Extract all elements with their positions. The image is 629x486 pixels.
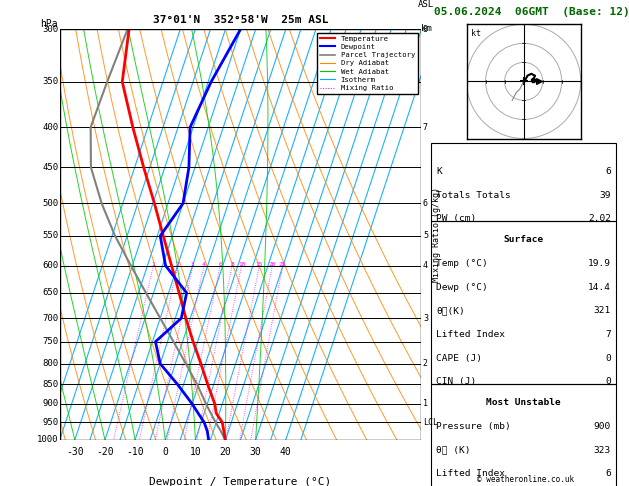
- Text: 1: 1: [152, 262, 155, 267]
- Text: 650: 650: [42, 288, 58, 297]
- Text: 4: 4: [423, 261, 428, 270]
- Text: 05.06.2024  06GMT  (Base: 12): 05.06.2024 06GMT (Base: 12): [433, 7, 629, 17]
- Text: -30: -30: [66, 447, 84, 457]
- Text: -10: -10: [126, 447, 144, 457]
- Text: 950: 950: [42, 418, 58, 427]
- Text: Mixing Ratio (g/kg): Mixing Ratio (g/kg): [432, 187, 441, 282]
- Text: 30: 30: [250, 447, 262, 457]
- Text: 450: 450: [42, 163, 58, 172]
- Text: Lifted Index: Lifted Index: [437, 330, 506, 339]
- Text: 7: 7: [605, 330, 611, 339]
- Legend: Temperature, Dewpoint, Parcel Trajectory, Dry Adiabat, Wet Adiabat, Isotherm, Mi: Temperature, Dewpoint, Parcel Trajectory…: [318, 33, 418, 94]
- Text: CAPE (J): CAPE (J): [437, 354, 482, 363]
- Text: 6: 6: [423, 199, 428, 208]
- Text: θᴄ (K): θᴄ (K): [437, 446, 471, 455]
- Text: 10: 10: [238, 262, 245, 267]
- Text: Dewpoint / Temperature (°C): Dewpoint / Temperature (°C): [150, 477, 331, 486]
- Text: 4: 4: [202, 262, 206, 267]
- Text: 6: 6: [605, 167, 611, 176]
- Text: 3: 3: [191, 262, 195, 267]
- Text: 6: 6: [605, 469, 611, 478]
- Text: hPa: hPa: [40, 19, 58, 29]
- Text: 6: 6: [218, 262, 222, 267]
- Text: 850: 850: [42, 380, 58, 389]
- Text: © weatheronline.co.uk: © weatheronline.co.uk: [477, 474, 574, 484]
- Text: 750: 750: [42, 337, 58, 346]
- Text: 400: 400: [42, 123, 58, 132]
- Text: 900: 900: [42, 399, 58, 408]
- Bar: [431, 143, 616, 221]
- Text: ASL: ASL: [418, 0, 434, 9]
- Bar: [431, 221, 616, 384]
- Text: Lifted Index: Lifted Index: [437, 469, 506, 478]
- Text: 2: 2: [176, 262, 180, 267]
- Text: 900: 900: [594, 422, 611, 431]
- Text: 37°01'N  352°58'W  25m ASL: 37°01'N 352°58'W 25m ASL: [153, 15, 328, 25]
- Text: LCL: LCL: [423, 418, 438, 427]
- Text: 39: 39: [599, 191, 611, 200]
- Text: 0: 0: [605, 354, 611, 363]
- Text: 20: 20: [220, 447, 231, 457]
- Text: 1: 1: [423, 399, 428, 408]
- Text: 700: 700: [42, 313, 58, 323]
- Text: 15: 15: [255, 262, 263, 267]
- Text: 350: 350: [42, 77, 58, 86]
- Text: 2.02: 2.02: [588, 214, 611, 223]
- Text: 8: 8: [230, 262, 234, 267]
- Text: 7: 7: [423, 123, 428, 132]
- Text: 500: 500: [42, 199, 58, 208]
- Text: 20: 20: [269, 262, 276, 267]
- Text: PW (cm): PW (cm): [437, 214, 477, 223]
- Text: -20: -20: [96, 447, 114, 457]
- Text: 2: 2: [423, 359, 428, 368]
- Text: 800: 800: [42, 359, 58, 368]
- Text: 1000: 1000: [36, 435, 58, 444]
- Text: Dewp (°C): Dewp (°C): [437, 283, 488, 292]
- Text: 0: 0: [605, 377, 611, 386]
- Text: 40: 40: [280, 447, 292, 457]
- Text: K: K: [437, 167, 442, 176]
- Text: 19.9: 19.9: [588, 259, 611, 268]
- Text: 550: 550: [42, 231, 58, 241]
- Text: Totals Totals: Totals Totals: [437, 191, 511, 200]
- Text: 3: 3: [423, 313, 428, 323]
- Text: Surface: Surface: [504, 236, 543, 244]
- Text: 8: 8: [423, 25, 428, 34]
- Text: 14.4: 14.4: [588, 283, 611, 292]
- Text: 0: 0: [162, 447, 168, 457]
- Text: 600: 600: [42, 261, 58, 270]
- Bar: [431, 384, 616, 486]
- Text: kt: kt: [471, 29, 481, 38]
- Text: Most Unstable: Most Unstable: [486, 399, 561, 407]
- Text: 5: 5: [423, 231, 428, 241]
- Text: Pressure (mb): Pressure (mb): [437, 422, 511, 431]
- Text: 300: 300: [42, 25, 58, 34]
- Text: Temp (°C): Temp (°C): [437, 259, 488, 268]
- Text: CIN (J): CIN (J): [437, 377, 477, 386]
- Text: 323: 323: [594, 446, 611, 455]
- Text: 25: 25: [279, 262, 286, 267]
- Text: θᴄ(K): θᴄ(K): [437, 306, 465, 315]
- Text: km: km: [421, 23, 431, 33]
- Text: 321: 321: [594, 306, 611, 315]
- Text: 10: 10: [189, 447, 201, 457]
